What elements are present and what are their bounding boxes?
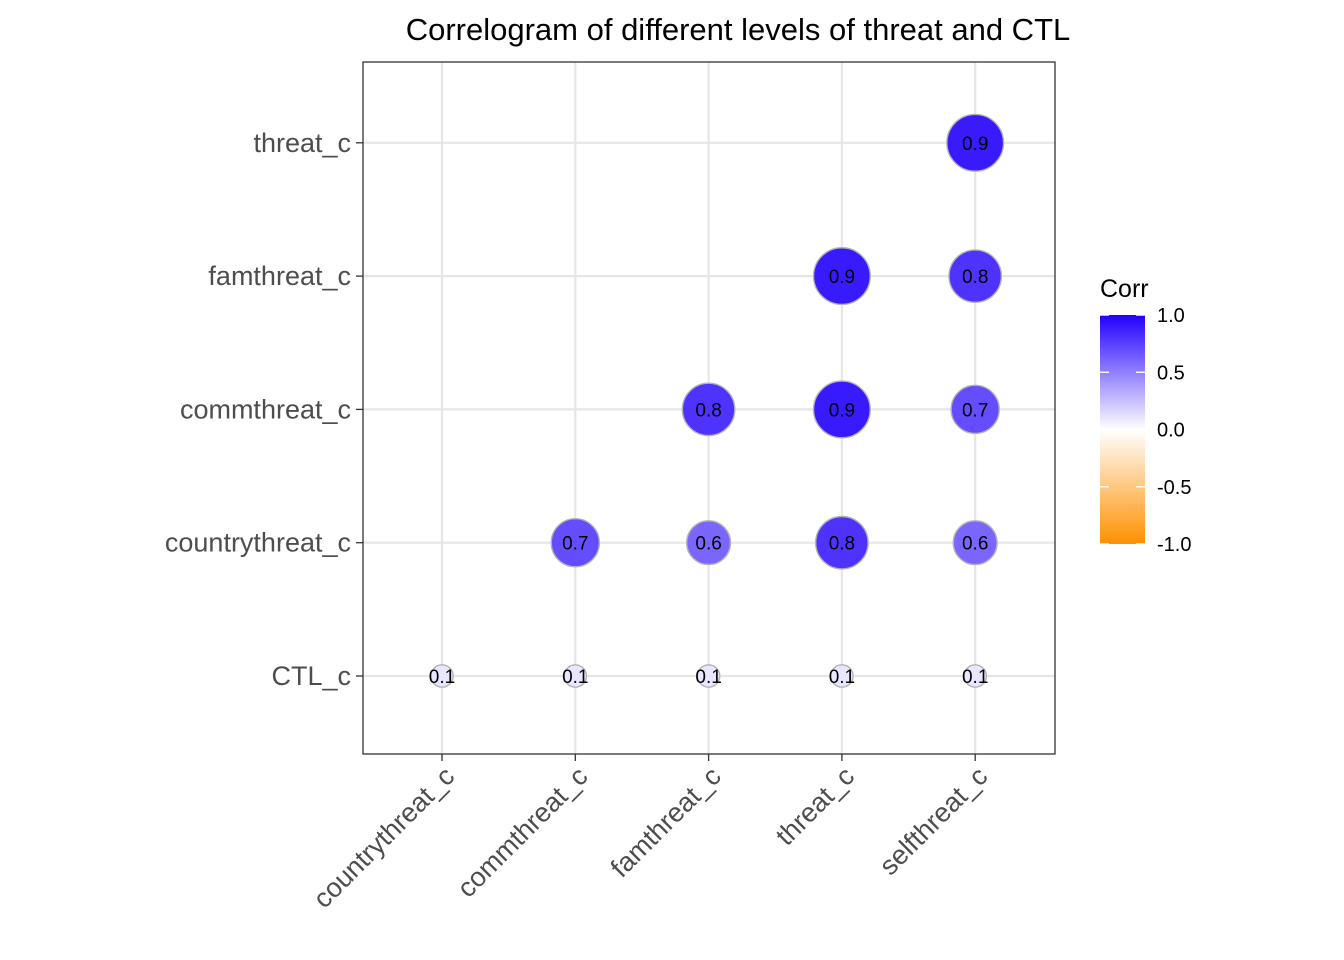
color-legend: Corr 1.0 0.5 0.0 -0.5 -1.0 [1100,275,1191,556]
chart-title: Correlogram of different levels of threa… [406,12,1071,47]
y-tick-label: commthreat_c [180,394,351,424]
y-tick-label: famthreat_c [208,261,351,291]
correlation-point [696,664,721,688]
correlation-value-label: 0.8 [962,267,988,288]
x-tick-label: famthreat_c [605,761,727,883]
correlation-point [812,247,871,306]
legend-tick-label: 1.0 [1157,305,1185,327]
x-tick-label: threat_c [770,761,860,851]
correlation-labels: 0.1 0.1 0.1 0.1 0.1 0.7 0.6 0.8 0.6 0.8 0.9 0.7 0.9 0… [429,134,989,688]
correlation-value-label: 0.9 [829,400,855,421]
legend-tick-label: 0.5 [1157,362,1185,384]
correlation-value-label: 0.7 [962,400,988,421]
correlation-value-label: 0.9 [829,267,855,288]
correlation-value-label: 0.7 [562,534,588,555]
legend-tick-label: -0.5 [1157,477,1191,499]
correlation-points [430,113,1005,688]
correlation-value-label: 0.9 [962,134,988,155]
correlation-value-label: 0.1 [695,667,721,688]
legend-tick-label: -1.0 [1157,534,1191,556]
x-tick-label: selfthreat_c [874,761,994,881]
y-tick-label: countrythreat_c [165,528,351,558]
correlation-value-label: 0.8 [829,534,855,555]
legend-ticks: 1.0 0.5 0.0 -0.5 -1.0 [1100,305,1191,556]
correlation-point [815,515,869,570]
correlation-value-label: 0.1 [429,667,455,688]
legend-tick-label: 0.0 [1157,420,1185,442]
y-axis: CTL_c countrythreat_c commthreat_c famthrea… [165,128,363,691]
correlation-point [685,520,732,566]
y-tick-label: threat_c [253,128,351,158]
correlation-point [563,664,588,688]
correlation-point [430,664,454,688]
correlation-point [830,664,854,688]
correlation-point [550,517,601,568]
correlation-value-label: 0.8 [695,400,721,421]
correlation-point [952,520,998,566]
correlation-point [681,382,736,437]
correlation-point [812,380,871,439]
correlation-value-label: 0.1 [962,667,988,688]
correlation-value-label: 0.6 [695,534,721,555]
correlation-value-label: 0.6 [962,534,988,555]
correlation-point [950,384,1000,435]
correlation-point [948,249,1003,304]
legend-title: Corr [1100,275,1149,303]
x-tick-label: countrythreat_c [307,761,460,914]
correlation-point [963,664,988,688]
correlation-value-label: 0.1 [562,667,588,688]
correlation-point [946,113,1005,172]
correlation-value-label: 0.1 [829,667,855,688]
x-tick-label: commthreat_c [451,761,593,903]
y-tick-label: CTL_c [271,661,351,691]
